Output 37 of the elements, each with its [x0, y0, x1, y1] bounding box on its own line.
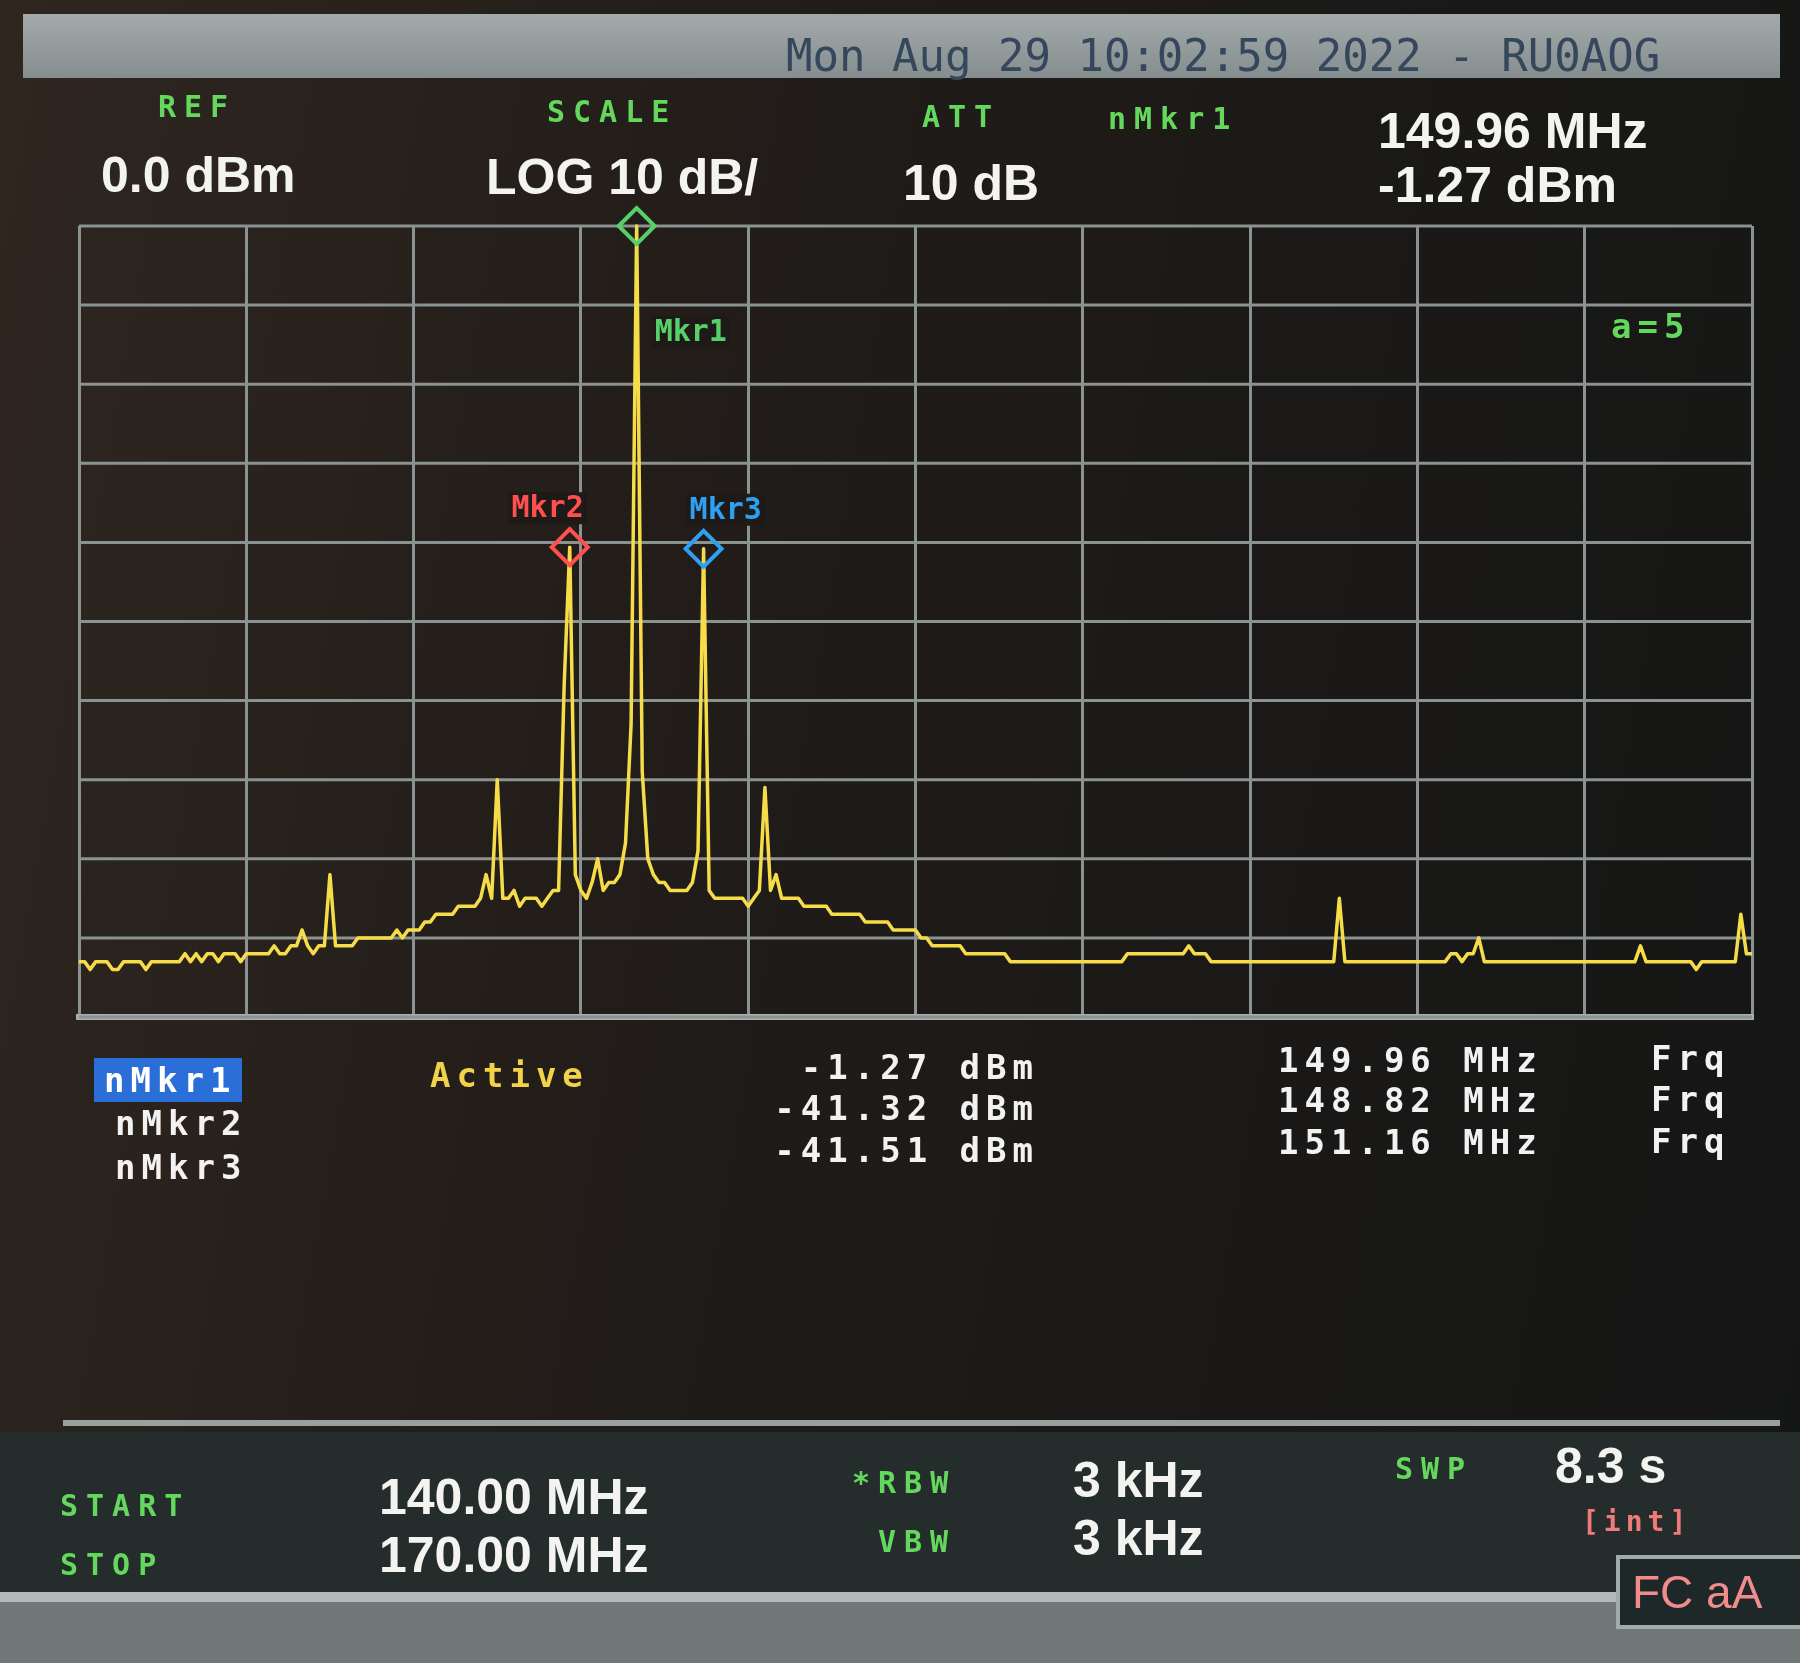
text: *RBW: [852, 1465, 957, 1500]
text: [int]: [1582, 1505, 1692, 1538]
text: 3 kHz: [1073, 1451, 1204, 1509]
text: nMkr1: [1108, 101, 1239, 136]
chart-title: Mon Aug 29 10:02:59 2022 - RU0AOG: [786, 30, 1661, 81]
text: -41.32 dBm: [774, 1088, 1039, 1128]
text: START: [60, 1488, 191, 1523]
text: LOG 10 dB/: [486, 148, 759, 206]
text: nMkr2: [115, 1103, 248, 1143]
text: SCALE: [547, 94, 678, 129]
text: VBW: [878, 1524, 957, 1559]
text: nMkr3: [115, 1147, 248, 1187]
text: SWP: [1395, 1451, 1474, 1486]
annotation: a=5: [1611, 306, 1691, 346]
text: ATT: [922, 99, 1001, 134]
text: STOP: [60, 1547, 165, 1582]
text: nMkr1: [94, 1058, 243, 1102]
text: FC aA: [1616, 1555, 1800, 1629]
text: REF: [158, 89, 237, 124]
text: Frq: [1651, 1038, 1731, 1078]
text: Mkr1: [654, 313, 727, 348]
series-label: Mkr2: [511, 489, 584, 525]
text: -41.51 dBm: [774, 1130, 1039, 1170]
text: 148.82 MHz: [1278, 1080, 1543, 1120]
series-label: Mkr3: [689, 490, 762, 526]
text: Active: [430, 1055, 589, 1095]
text: 3 kHz: [1073, 1509, 1204, 1567]
text: Frq: [1651, 1121, 1731, 1161]
text: 0.0 dBm: [101, 146, 296, 204]
text: -1.27 dBm: [800, 1047, 1039, 1087]
text: 151.16 MHz: [1278, 1122, 1543, 1162]
text: Frq: [1651, 1079, 1731, 1119]
text: 10 dB: [903, 154, 1040, 212]
text: 170.00 MHz: [379, 1526, 649, 1584]
text: 8.3 s: [1555, 1437, 1667, 1495]
text: 149.96 MHz: [1278, 1040, 1543, 1080]
text: 140.00 MHz: [379, 1468, 649, 1526]
